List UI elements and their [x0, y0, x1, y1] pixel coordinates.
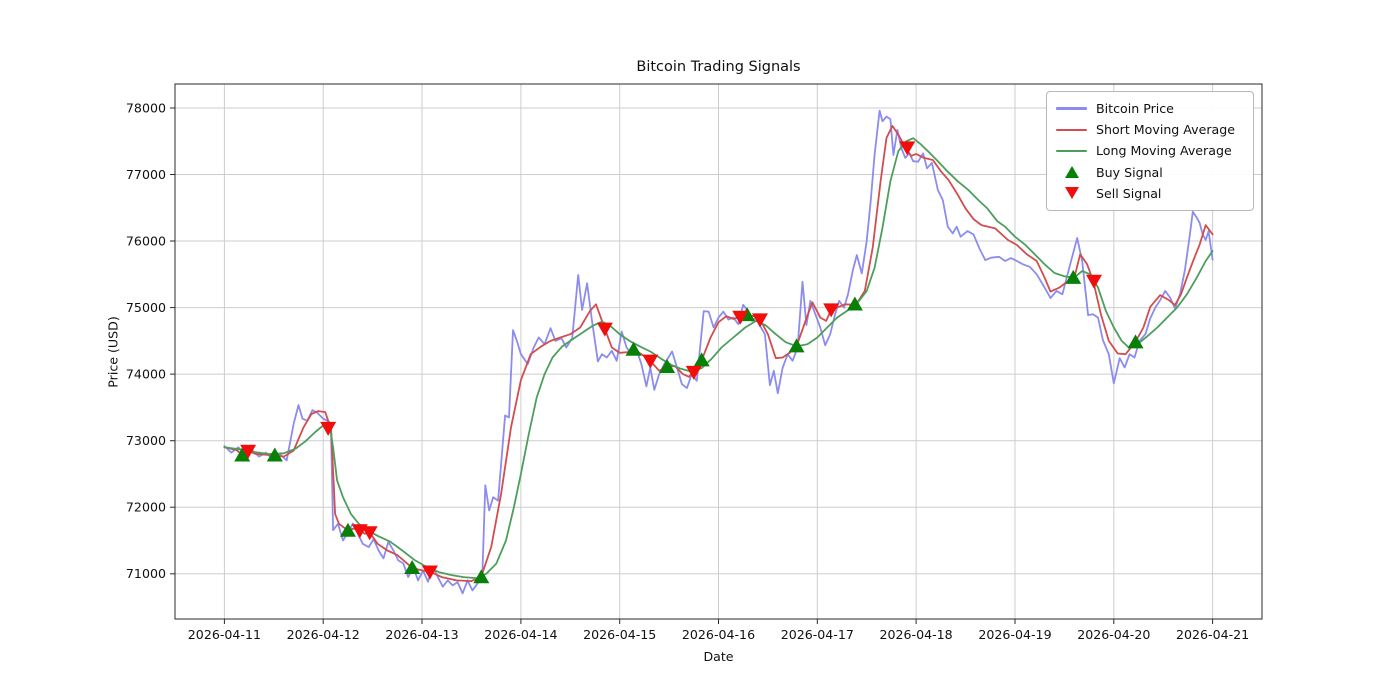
x-tick-label: 2026-04-20: [1077, 627, 1150, 642]
buy-signal-marker: [339, 522, 356, 537]
sell-signal-marker: [823, 303, 840, 318]
buy-signal-marker: [266, 447, 283, 462]
buy-signal-marker: [1065, 269, 1082, 284]
sell-signal-marker: [732, 310, 749, 325]
sell-signal-marker: [421, 565, 438, 580]
y-tick-label: 71000: [126, 566, 166, 581]
sell-signal-marker: [361, 526, 378, 541]
x-tick-label: 2026-04-11: [188, 627, 261, 642]
sell-signal-marker: [752, 313, 769, 328]
sell-signal-marker: [685, 365, 702, 380]
legend-label: Sell Signal: [1096, 185, 1162, 201]
buy-signal-marker: [473, 569, 490, 584]
y-axis-label: Price (USD): [105, 316, 121, 388]
buy-signal-marker: [625, 341, 642, 356]
y-tick-label: 78000: [126, 100, 166, 115]
short-ma-line-sample-icon: [1056, 128, 1087, 131]
legend-entry-short-ma: Short Moving Average: [1056, 119, 1244, 140]
y-tick-label: 73000: [126, 433, 166, 448]
buy-triangle-icon: [1056, 166, 1087, 179]
legend-label: Bitcoin Price: [1096, 101, 1174, 117]
legend-label: Short Moving Average: [1096, 122, 1236, 138]
buy-signal-marker: [404, 559, 421, 574]
x-tick-label: 2026-04-15: [583, 627, 656, 642]
legend: Bitcoin Price Short Moving Average Long …: [1046, 91, 1254, 211]
sell-signal-markers: [240, 141, 1103, 580]
axes-ticks: [170, 107, 1214, 624]
long-ma-line-sample-icon: [1056, 149, 1087, 153]
legend-entry-long-ma: Long Moving Average: [1056, 140, 1244, 161]
sell-signal-marker: [596, 322, 613, 337]
x-tick-label: 2026-04-21: [1176, 627, 1249, 642]
legend-entry-bitcoin-price: Bitcoin Price: [1056, 98, 1244, 119]
sell-triangle-icon: [1056, 187, 1087, 200]
legend-entry-buy-signal: Buy Signal: [1056, 162, 1244, 183]
chart-title: Bitcoin Trading Signals: [636, 59, 801, 75]
long-ma-line: [223, 137, 1214, 579]
sell-signal-marker: [240, 444, 257, 459]
x-tick-label: 2026-04-13: [385, 627, 458, 642]
y-tick-label: 77000: [126, 167, 166, 182]
price-line-sample-icon: [1056, 107, 1087, 110]
x-tick-label: 2026-04-18: [879, 627, 952, 642]
legend-entry-sell-signal: Sell Signal: [1056, 183, 1244, 204]
x-tick-label: 2026-04-19: [978, 627, 1051, 642]
buy-signal-marker: [846, 296, 863, 311]
sell-signal-marker: [642, 354, 659, 369]
legend-label: Long Moving Average: [1096, 143, 1232, 159]
y-tick-label: 76000: [126, 233, 166, 248]
y-tick-label: 72000: [126, 500, 166, 515]
y-tick-label: 74000: [126, 366, 166, 381]
buy-signal-marker: [693, 352, 710, 367]
x-tick-label: 2026-04-12: [287, 627, 360, 642]
x-tick-label: 2026-04-14: [484, 627, 557, 642]
sell-signal-marker: [320, 421, 337, 436]
buy-signal-marker: [1127, 334, 1144, 349]
sell-signal-marker: [899, 141, 916, 156]
y-tick-label: 75000: [126, 300, 166, 315]
legend-label: Buy Signal: [1096, 164, 1163, 180]
tick-labels: 2026-04-11 2026-04-12 2026-04-13 2026-04-14…: [126, 100, 1249, 642]
x-axis-label: Date: [703, 649, 734, 664]
x-tick-label: 2026-04-17: [781, 627, 854, 642]
buy-signal-marker: [788, 338, 805, 353]
buy-signal-marker: [659, 359, 676, 374]
x-tick-label: 2026-04-16: [682, 627, 755, 642]
sell-signal-marker: [1086, 274, 1103, 289]
buy-signal-marker: [234, 447, 251, 462]
